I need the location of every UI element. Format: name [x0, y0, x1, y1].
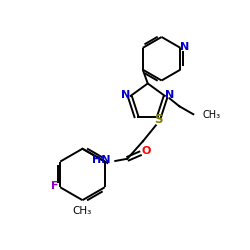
Text: S: S: [154, 113, 163, 126]
Text: HN: HN: [92, 155, 110, 165]
Text: CH₃: CH₃: [73, 206, 92, 216]
Text: N: N: [121, 90, 130, 101]
Text: O: O: [141, 146, 150, 156]
Text: CH₃: CH₃: [202, 110, 220, 120]
Text: N: N: [180, 42, 189, 52]
Text: F: F: [50, 181, 58, 191]
Text: N: N: [165, 90, 174, 101]
